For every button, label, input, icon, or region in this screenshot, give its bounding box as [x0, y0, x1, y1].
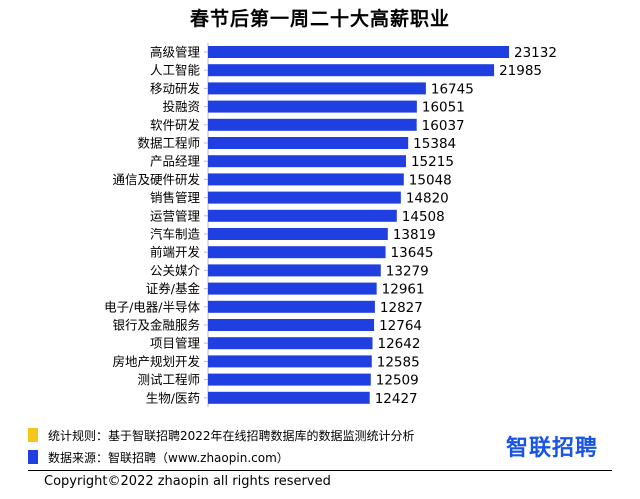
data-label: 15048	[409, 172, 452, 188]
bar	[208, 82, 426, 95]
bar	[208, 118, 417, 131]
category-label: 证券/基金	[146, 281, 201, 296]
data-label: 16051	[422, 100, 465, 116]
bar	[208, 300, 375, 313]
category-label: 移动研发	[150, 81, 201, 96]
data-label: 12585	[377, 354, 420, 370]
data-label: 13279	[386, 263, 429, 279]
copyright-text: Copyright©2022 zhaopin all rights reserv…	[44, 474, 331, 489]
data-label: 23132	[514, 45, 557, 61]
data-label: 15384	[413, 136, 456, 152]
category-label: 电子/电器/半导体	[104, 299, 200, 314]
category-label: 银行及金融服务	[112, 318, 200, 333]
bar	[208, 173, 404, 186]
bar	[208, 46, 509, 58]
data-label: 12827	[380, 300, 423, 316]
data-label: 12764	[379, 318, 422, 334]
bar	[208, 191, 401, 204]
footer-divider	[28, 470, 612, 471]
category-label: 前端开发	[150, 245, 201, 260]
bar	[208, 64, 495, 77]
category-label: 投融资	[162, 99, 200, 114]
bar	[208, 355, 372, 368]
data-label: 12509	[376, 373, 419, 389]
data-label: 12642	[378, 336, 421, 352]
legend-rule: 统计规则：基于智联招聘2022年在线招聘数据库的数据监测统计分析	[28, 426, 415, 444]
data-label: 12427	[375, 391, 418, 407]
legend-source-swatch	[28, 450, 38, 464]
category-label: 生物/医药	[146, 390, 200, 405]
bar	[208, 319, 375, 331]
legend-source-text: 数据来源：智联招聘（www.zhaopin.com）	[48, 450, 289, 465]
bar	[208, 391, 370, 404]
bar	[208, 337, 373, 350]
category-label: 产品经理	[150, 154, 201, 169]
bar	[208, 282, 377, 295]
data-label: 16037	[422, 118, 465, 134]
data-label: 21985	[499, 63, 542, 79]
category-label: 公关媒介	[150, 263, 201, 278]
bar-chart: 高级管理 23132 人工智能 21985 移动研发 16745 投融资 16051 软件研发 1…	[104, 43, 557, 407]
bar	[208, 264, 381, 277]
category-label: 通信及硬件研发	[112, 172, 200, 187]
category-label: 人工智能	[150, 63, 201, 78]
category-label: 项目管理	[150, 336, 201, 351]
bar	[208, 100, 417, 113]
legend-source: 数据来源：智联招聘（www.zhaopin.com）	[28, 448, 289, 466]
data-label: 12961	[382, 282, 425, 298]
data-label: 14820	[406, 191, 449, 207]
category-label: 汽车制造	[150, 227, 201, 242]
data-label: 13645	[391, 245, 434, 261]
bar	[208, 209, 397, 222]
data-label: 13819	[393, 227, 436, 243]
category-label: 销售管理	[150, 190, 201, 205]
bar	[208, 137, 409, 149]
category-label: 房地产规划开发	[112, 354, 200, 369]
legend-rule-swatch	[28, 428, 38, 442]
data-label: 15215	[411, 154, 454, 170]
bar	[208, 373, 371, 386]
bar	[208, 155, 406, 168]
bar	[208, 246, 386, 259]
data-label: 16745	[431, 81, 474, 97]
brand-logo: 智联招聘	[506, 436, 599, 461]
category-label: 数据工程师	[137, 136, 200, 151]
category-label: 测试工程师	[137, 372, 200, 387]
legend-rule-text: 统计规则：基于智联招聘2022年在线招聘数据库的数据监测统计分析	[48, 428, 415, 443]
chart-title: 春节后第一周二十大高薪职业	[189, 8, 450, 30]
data-label: 14508	[402, 209, 445, 225]
category-label: 软件研发	[150, 117, 201, 132]
category-label: 高级管理	[150, 45, 201, 60]
bar	[208, 228, 388, 240]
category-label: 运营管理	[150, 208, 201, 223]
